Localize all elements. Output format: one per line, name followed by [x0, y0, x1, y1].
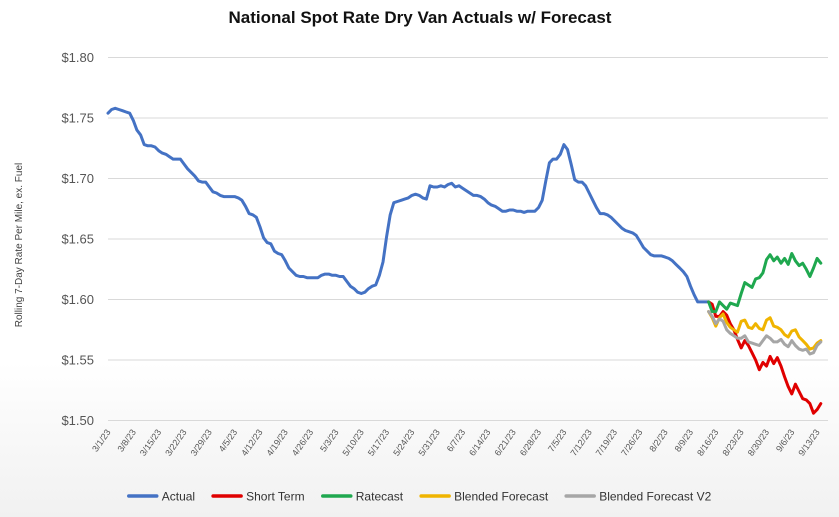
gridlines: [108, 57, 828, 421]
legend-item-actual: Actual: [126, 490, 195, 504]
series-line-short-term: [707, 300, 823, 415]
x-tick-label: 3/8/23: [115, 427, 138, 453]
legend-item-blended-forecast-v2: Blended Forecast V2: [564, 490, 712, 504]
legend-item-short-term: Short Term: [211, 490, 305, 504]
y-axis-ticks: $1.50 $1.55 $1.60 $1.65 $1.70 $1.75 $1.80: [61, 50, 94, 428]
x-tick-label: 8/23/23: [720, 427, 745, 457]
series-line-ratecast: [707, 252, 823, 314]
y-tick-label: $1.75: [61, 111, 94, 126]
series-line-actual: [106, 106, 711, 304]
x-axis-ticks: 3/1/23 3/8/23 3/15/23 3/22/23 3/29/23 4/5/23 4…: [90, 427, 822, 457]
legend-label: Ratecast: [356, 490, 404, 504]
y-tick-label: $1.65: [61, 232, 94, 247]
x-tick-label: 6/28/23: [518, 427, 543, 457]
series-lines: [106, 106, 823, 415]
legend-label: Actual: [162, 490, 195, 504]
x-tick-label: 6/7/23: [445, 427, 468, 453]
legend-item-ratecast: Ratecast: [321, 490, 404, 504]
x-tick-label: 3/22/23: [163, 427, 188, 457]
legend-item-blended-forecast: Blended Forecast: [419, 490, 549, 504]
x-tick-label: 8/2/23: [647, 427, 670, 453]
x-tick-label: 6/14/23: [467, 427, 492, 457]
x-tick-label: 7/19/23: [594, 427, 619, 457]
x-tick-label: 5/24/23: [391, 427, 416, 457]
x-tick-label: 4/26/23: [290, 427, 315, 457]
y-tick-label: $1.80: [61, 50, 94, 65]
x-tick-label: 6/21/23: [492, 427, 517, 457]
x-tick-label: 9/13/23: [796, 427, 821, 457]
chart-title: National Spot Rate Dry Van Actuals w/ Fo…: [229, 8, 612, 27]
x-tick-label: 5/31/23: [416, 427, 441, 457]
x-tick-label: 3/15/23: [138, 427, 163, 457]
x-tick-label: 4/5/23: [217, 427, 240, 453]
legend-label: Short Term: [246, 490, 304, 504]
legend-label: Blended Forecast: [454, 490, 549, 504]
y-tick-label: $1.50: [61, 413, 94, 428]
x-tick-label: 5/10/23: [340, 427, 365, 457]
y-tick-label: $1.55: [61, 353, 94, 368]
x-tick-label: 9/6/23: [774, 427, 797, 453]
x-tick-label: 7/26/23: [619, 427, 644, 457]
x-tick-label: 4/19/23: [265, 427, 290, 457]
x-tick-label: 3/1/23: [90, 427, 113, 453]
series-line-blended-forecast-v2: [707, 310, 823, 356]
x-tick-label: 8/16/23: [695, 427, 720, 457]
legend: Actual Short Term Ratecast Blended Forecast…: [126, 490, 712, 504]
legend-label: Blended Forecast V2: [599, 490, 711, 504]
x-tick-label: 8/9/23: [673, 427, 696, 453]
y-axis-title: Rolling 7-Day Rate Per Mile, ex. Fuel: [14, 163, 25, 328]
x-tick-label: 7/12/23: [568, 427, 593, 457]
y-tick-label: $1.70: [61, 171, 94, 186]
x-tick-label: 7/5/23: [546, 427, 569, 453]
x-tick-label: 4/12/23: [239, 427, 264, 457]
x-tick-label: 5/3/23: [318, 427, 341, 453]
x-tick-label: 5/17/23: [366, 427, 391, 457]
series-line-blended-forecast: [707, 310, 823, 351]
y-tick-label: $1.60: [61, 292, 94, 307]
x-tick-label: 8/30/23: [746, 427, 771, 457]
x-tick-label: 3/29/23: [189, 427, 214, 457]
